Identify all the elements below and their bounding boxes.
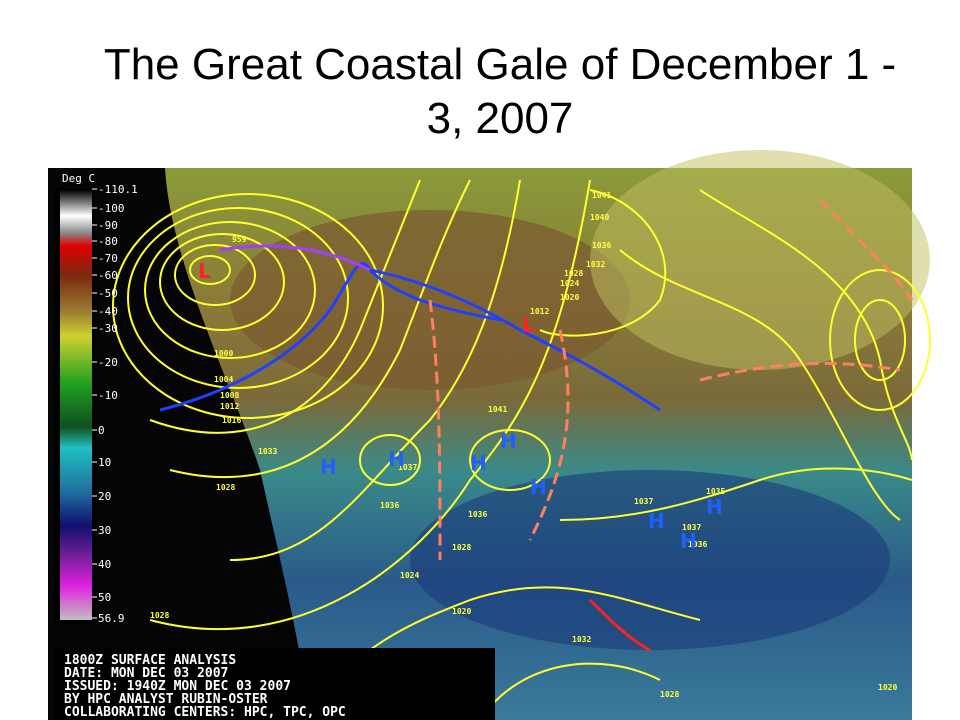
isobar-label: 1032 [586,260,605,269]
scale-label: -20 [98,356,118,369]
footer-line: DATE: MON DEC 03 2007 [64,666,228,681]
pressure-center: H [648,509,665,533]
pressure-center: H [500,429,517,453]
isobar-label: 1040 [590,213,609,222]
isobar-label: 1033 [258,447,277,456]
scale-label: -30 [98,322,118,335]
scale-label: -40 [98,305,118,318]
isobar-label: 1037 [398,463,417,472]
isobar-label: 1000 [214,349,233,358]
isobar-label: 1012 [220,402,239,411]
isobar-label: 1024 [400,571,419,580]
scale-label: -90 [98,219,118,232]
footer-line: 1800Z SURFACE ANALYSIS [64,653,236,668]
pressure-center: L [522,313,535,337]
scale-label: 56.9 [98,612,125,625]
isobar-label: 1036 [468,510,487,519]
isobar-label: 1012 [530,307,549,316]
isobar-label: 959 [232,235,247,244]
isobar-label: 1036 [688,540,707,549]
isobar-label: 1028 [660,690,679,699]
isobar-label: 1024 [560,279,579,288]
clear-area [410,470,890,650]
isobar-label: 1004 [214,375,233,384]
scale-label: -10 [98,389,118,402]
scale-label: -100 [98,202,125,215]
isobar-label: 1035 [706,487,725,496]
scale-label: -80 [98,235,118,248]
pressure-center: H [530,475,547,499]
isobar-label: 1020 [560,293,579,302]
pressure-center: H [388,447,405,471]
isobar-label: 1037 [682,523,701,532]
isobar-label: 1041 [488,405,507,414]
pressure-center: H [680,529,697,553]
isobar-label: 1041 [592,191,611,200]
pressure-center: H [320,455,337,479]
scale-label: -50 [98,287,118,300]
scale-label: 30 [98,524,111,537]
isobar-label: 1028 [564,269,583,278]
pressure-center: H [470,451,487,475]
scale-label: 40 [98,558,111,571]
pressure-center: L [198,259,211,283]
fronts [159,198,914,652]
footer-panel [55,648,495,720]
scale-label: 0 [98,424,105,437]
isobars [112,179,931,720]
footer-line: COLLABORATING CENTERS: HPC, TPC, OPC [64,705,346,720]
scale-label: 50 [98,591,111,604]
scale-label: 20 [98,490,111,503]
isobar-label: 1037 [634,497,653,506]
scale-label: -110.1 [98,183,138,196]
isobar-label: 1028 [216,483,235,492]
scale-unit: Deg C [62,172,95,185]
pressure-center: H [706,495,723,519]
slide-title: The Great Coastal Gale of December 1 - 3… [103,40,897,143]
scale-label: 10 [98,456,111,469]
labels: Deg C-110.1-100-90-80-70-60-50-40-30-20-… [62,172,897,720]
cloud-area [590,150,930,370]
color-scale [60,190,92,620]
scale-label: -70 [98,252,118,265]
isobar-label: 1028 [452,543,471,552]
isobar-label: 1016 [222,416,241,425]
isobar-label: 1036 [592,241,611,250]
isobar-label: 1036 [380,501,399,510]
isobar-label: 1020 [452,607,471,616]
scale-label: -60 [98,269,118,282]
isobar-label: 1008 [220,391,239,400]
isobar-label: 1028 [150,611,169,620]
footer-line: BY HPC ANALYST RUBIN-OSTER [64,692,268,707]
isobar-label: 1020 [878,683,897,692]
footer-line: ISSUED: 1940Z MON DEC 03 2007 [64,679,291,694]
isobar-label: 1032 [572,635,591,644]
